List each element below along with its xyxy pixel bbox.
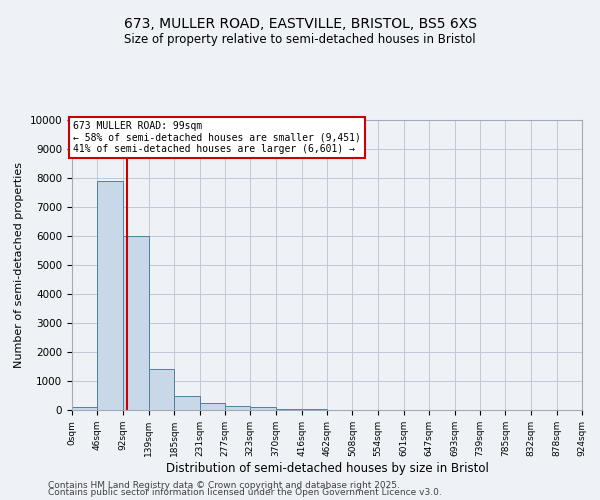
Bar: [123, 236, 149, 410]
Bar: [97, 181, 123, 410]
Text: Contains HM Land Registry data © Crown copyright and database right 2025.: Contains HM Land Registry data © Crown c…: [48, 480, 400, 490]
Bar: [149, 370, 174, 410]
Bar: [174, 396, 200, 410]
Text: Size of property relative to semi-detached houses in Bristol: Size of property relative to semi-detach…: [124, 32, 476, 46]
Bar: [250, 407, 276, 410]
Text: Contains public sector information licensed under the Open Government Licence v3: Contains public sector information licen…: [48, 488, 442, 497]
Y-axis label: Number of semi-detached properties: Number of semi-detached properties: [14, 162, 24, 368]
Text: 673, MULLER ROAD, EASTVILLE, BRISTOL, BS5 6XS: 673, MULLER ROAD, EASTVILLE, BRISTOL, BS…: [124, 18, 476, 32]
Text: 673 MULLER ROAD: 99sqm
← 58% of semi-detached houses are smaller (9,451)
41% of : 673 MULLER ROAD: 99sqm ← 58% of semi-det…: [73, 120, 361, 154]
Bar: [225, 406, 250, 410]
X-axis label: Distribution of semi-detached houses by size in Bristol: Distribution of semi-detached houses by …: [166, 462, 488, 474]
Bar: [276, 408, 302, 410]
Bar: [199, 403, 225, 410]
Bar: [72, 407, 97, 410]
